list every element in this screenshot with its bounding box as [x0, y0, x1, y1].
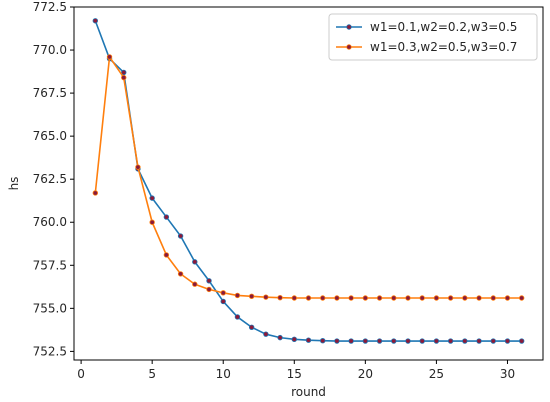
data-point	[149, 195, 155, 201]
data-point	[177, 233, 184, 239]
x-tick-label: 20	[358, 367, 373, 381]
x-tick-label: 15	[287, 367, 302, 381]
data-point	[220, 290, 226, 296]
data-point	[391, 295, 397, 301]
y-tick-label: 755.0	[33, 301, 67, 315]
data-point	[405, 295, 411, 301]
data-point	[419, 338, 425, 344]
data-point	[92, 18, 99, 24]
y-tick-label: 767.5	[33, 86, 67, 100]
y-tick-label: 762.5	[33, 172, 67, 186]
data-point	[234, 314, 241, 320]
data-point	[135, 164, 141, 170]
x-axis-ticks: 0 5 10 15 20 25 30	[77, 360, 515, 381]
x-axis-title: round	[291, 385, 326, 399]
data-point	[334, 338, 340, 344]
data-point	[391, 338, 397, 344]
data-point	[248, 324, 255, 330]
data-point	[320, 338, 326, 344]
y-tick-label: 765.0	[33, 129, 67, 143]
data-point	[334, 295, 340, 301]
data-point	[121, 74, 127, 81]
data-point	[433, 295, 440, 301]
y-axis-ticks: 752.5 755.0 757.5 760.0 762.5 765.0 767.5 770.0…	[33, 0, 74, 358]
legend-label: w1=0.3,w2=0.5,w3=0.7	[370, 40, 517, 54]
data-point	[92, 190, 99, 196]
data-point	[291, 336, 297, 343]
x-tick-label: 0	[77, 367, 85, 381]
data-point	[362, 338, 369, 344]
data-point	[518, 295, 525, 301]
legend-label: w1=0.1,w2=0.2,w3=0.5	[370, 20, 517, 34]
y-tick-label: 752.5	[33, 344, 67, 358]
x-tick-label: 10	[216, 367, 231, 381]
data-point	[177, 271, 184, 277]
y-tick-label: 757.5	[33, 258, 67, 272]
data-point	[376, 295, 383, 301]
data-point	[220, 298, 226, 305]
y-tick-label: 772.5	[33, 0, 67, 14]
data-point	[504, 338, 511, 344]
series-2	[92, 54, 525, 301]
series-1	[92, 18, 525, 344]
x-tick-label: 25	[429, 367, 444, 381]
data-point	[305, 295, 312, 301]
legend-box	[328, 13, 538, 61]
data-point	[405, 338, 411, 344]
data-point	[234, 292, 241, 299]
data-point	[106, 54, 113, 60]
data-point	[305, 337, 312, 343]
data-point	[447, 338, 454, 344]
legend: w1=0.1,w2=0.2,w3=0.5 w1=0.3,w2=0.5,w3=0.7	[328, 13, 538, 61]
data-point	[447, 295, 454, 301]
data-point	[462, 295, 468, 301]
data-point	[433, 338, 440, 344]
data-point	[248, 293, 255, 299]
y-axis-title: hs	[7, 177, 21, 191]
data-point	[163, 214, 170, 220]
data-point	[192, 259, 198, 265]
x-tick-label: 5	[148, 367, 156, 381]
x-tick-label: 30	[500, 367, 515, 381]
y-tick-label: 770.0	[33, 43, 67, 57]
data-point	[277, 334, 283, 341]
data-point	[320, 295, 326, 301]
data-point	[476, 338, 482, 344]
data-point	[419, 295, 425, 301]
data-point	[263, 294, 269, 300]
data-point	[277, 294, 283, 301]
data-point	[192, 281, 198, 287]
data-point	[348, 338, 354, 344]
data-point	[462, 338, 468, 344]
series-layer	[92, 18, 525, 344]
data-point	[362, 295, 369, 301]
data-point	[504, 295, 511, 301]
data-point	[263, 331, 269, 337]
data-point	[348, 295, 354, 301]
data-point	[518, 338, 525, 344]
data-point	[121, 69, 127, 76]
plot-frame	[73, 6, 544, 361]
data-point	[490, 295, 496, 301]
y-tick-label: 760.0	[33, 215, 67, 229]
data-point	[376, 338, 383, 344]
data-point	[490, 338, 496, 344]
data-point	[476, 295, 482, 301]
data-point	[149, 219, 155, 225]
legend-marker	[346, 44, 352, 50]
data-point	[291, 295, 297, 301]
data-point	[163, 252, 170, 258]
data-point	[206, 286, 212, 293]
legend-marker	[346, 24, 352, 30]
data-point	[206, 278, 212, 284]
